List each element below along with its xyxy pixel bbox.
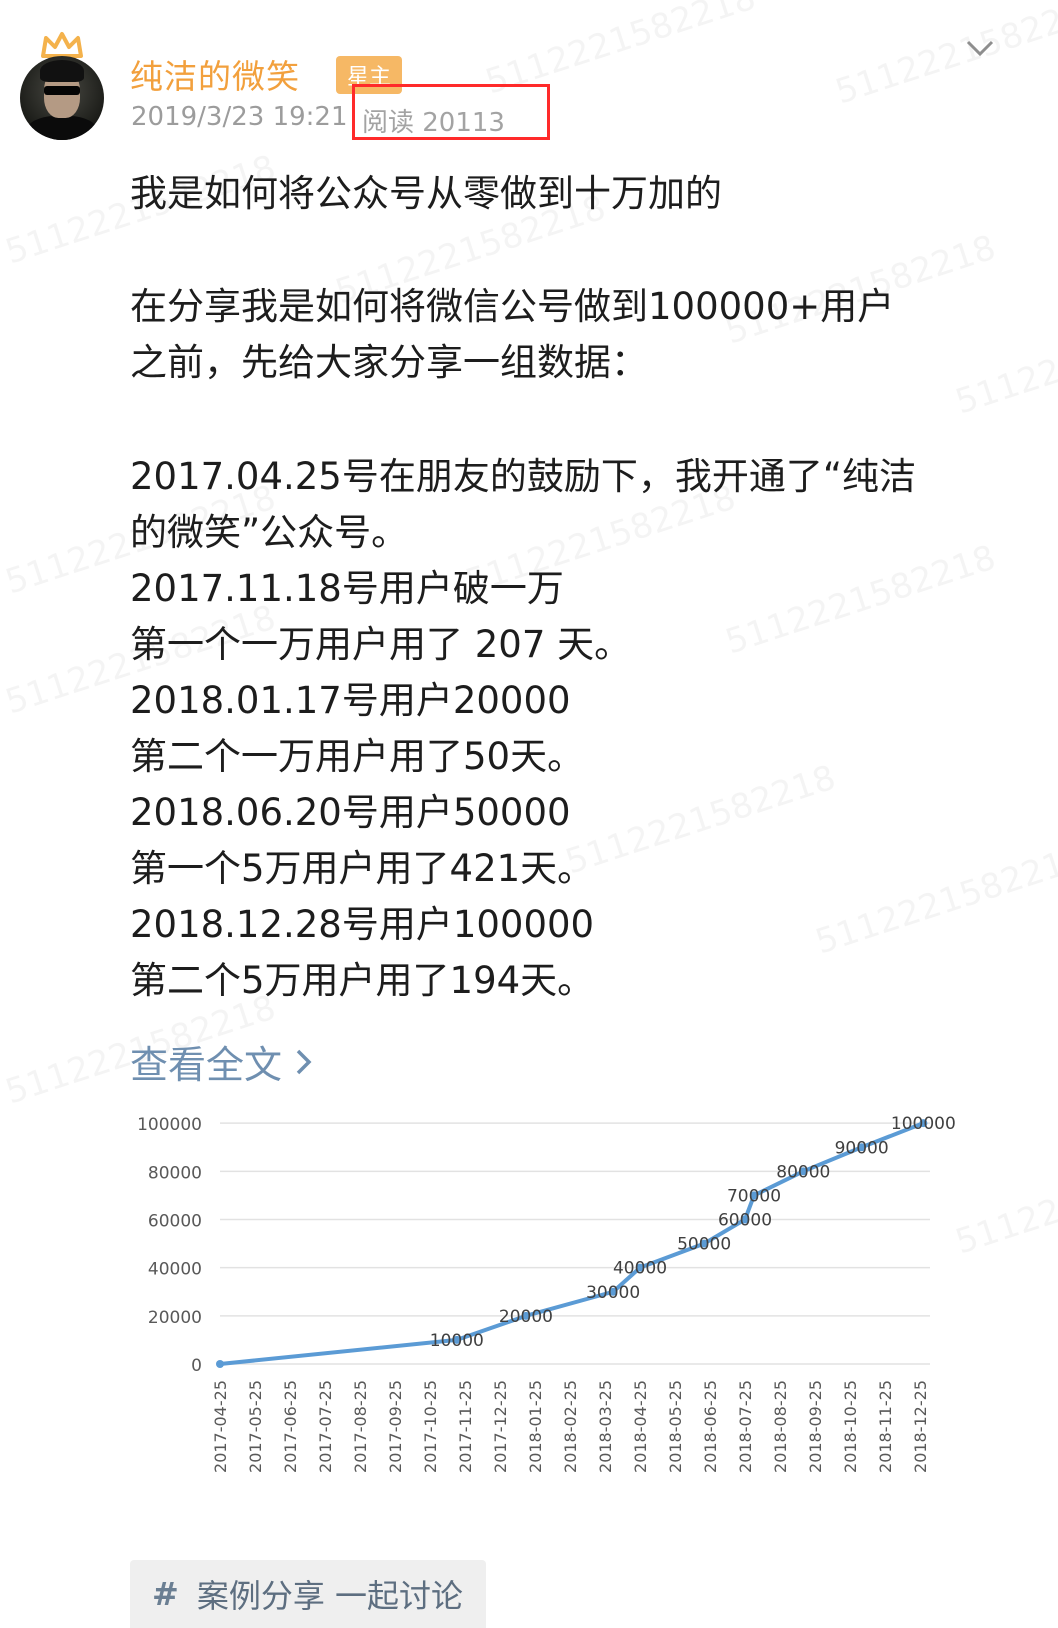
x-tick-label: 2017-04-25 [211, 1380, 230, 1473]
x-tick-label: 2017-05-25 [246, 1380, 265, 1473]
y-tick-label: 100000 [137, 1115, 202, 1135]
user-growth-chart[interactable]: 1200001000008000060000400002000002017-04… [130, 1067, 990, 1540]
body-line: 第一个5万用户用了421天。 [130, 847, 595, 890]
data-point [636, 1263, 644, 1272]
x-tick-label: 2017-08-25 [351, 1380, 370, 1473]
hash-icon: # [152, 1575, 179, 1613]
read-count-highlight-box [352, 84, 550, 140]
data-label: 20000 [499, 1307, 553, 1327]
body-line: 2017.11.18号用户破一万 [130, 567, 564, 610]
x-tick-label: 2018-08-25 [771, 1380, 790, 1473]
intro-line: 之前，先给大家分享一组数据： [130, 341, 648, 384]
data-label: 60000 [718, 1211, 772, 1231]
post-body: 我是如何将公众号从零做到十万加的 在分享我是如何将微信公号做到100000+用户… [130, 166, 990, 1009]
data-point [750, 1191, 759, 1200]
post-header: 纯洁的微笑 星主 2019/3/23 19:21 阅读 20113 [0, 0, 1058, 150]
body-line: 第二个一万用户用了50天。 [130, 735, 585, 778]
y-tick-label: 0 [191, 1356, 202, 1376]
topic-tag[interactable]: # 案例分享 一起讨论 [130, 1560, 486, 1628]
read-count: 阅读 20113 [362, 108, 505, 138]
data-point [799, 1167, 808, 1176]
x-tick-label: 2017-12-25 [491, 1380, 510, 1473]
x-tick-label: 2018-04-25 [631, 1380, 650, 1473]
data-label: 40000 [613, 1259, 667, 1279]
crown-icon [41, 32, 83, 58]
post-timestamp: 2019/3/23 19:21 [131, 102, 348, 132]
avatar[interactable] [20, 56, 104, 140]
body-line: 第二个5万用户用了194天。 [130, 959, 595, 1002]
read-more-link[interactable]: 查看全文 [130, 1034, 314, 1089]
post-title: 我是如何将公众号从零做到十万加的 [130, 172, 722, 215]
chevron-right-icon [296, 1049, 312, 1074]
data-label: 10000 [430, 1331, 484, 1351]
data-label: 50000 [677, 1235, 731, 1255]
x-tick-label: 2018-06-25 [701, 1380, 720, 1473]
data-label: 100000 [891, 1114, 956, 1134]
data-point [857, 1143, 866, 1152]
y-tick-label: 80000 [148, 1163, 202, 1183]
body-line: 的微笑”公众号。 [130, 511, 409, 554]
x-tick-label: 2018-05-25 [666, 1380, 685, 1473]
body-line: 第一个一万用户用了 207 天。 [130, 623, 632, 666]
x-tick-label: 2018-02-25 [561, 1380, 580, 1473]
data-point [700, 1239, 709, 1248]
intro-paragraph: 在分享我是如何将微信公号做到100000+用户 之前，先给大家分享一组数据： [130, 279, 990, 391]
data-label: 30000 [586, 1283, 640, 1303]
data-point [609, 1287, 618, 1296]
data-point [216, 1360, 224, 1368]
x-tick-label: 2018-03-25 [596, 1380, 615, 1473]
x-tick-label: 2017-09-25 [386, 1380, 405, 1473]
data-label: 90000 [835, 1138, 889, 1158]
line-chart: 1200001000008000060000400002000002017-04… [137, 1067, 956, 1473]
read-more-label: 查看全文 [130, 1043, 283, 1087]
x-tick-label: 2018-07-25 [736, 1380, 755, 1473]
author-name[interactable]: 纯洁的微笑 [130, 57, 300, 96]
x-tick-label: 2018-09-25 [806, 1380, 825, 1473]
role-badge: 星主 [336, 56, 402, 94]
data-point [919, 1119, 928, 1128]
y-tick-label: 20000 [148, 1308, 202, 1328]
x-tick-label: 2018-12-25 [911, 1380, 930, 1473]
y-tick-label: 60000 [148, 1212, 202, 1232]
data-point [521, 1311, 530, 1320]
y-tick-label: 40000 [148, 1260, 202, 1280]
body-line: 2018.12.28号用户100000 [130, 903, 595, 946]
data-point [741, 1215, 749, 1224]
body-line: 2018.01.17号用户20000 [130, 679, 571, 722]
x-tick-label: 2018-10-25 [841, 1380, 860, 1473]
data-paragraph: 2017.04.25号在朋友的鼓励下，我开通了“纯洁 的微笑”公众号。 2017… [130, 449, 990, 1009]
x-tick-label: 2017-07-25 [316, 1380, 335, 1473]
x-tick-label: 2018-01-25 [526, 1380, 545, 1473]
data-point [452, 1335, 461, 1344]
author-avatar-group[interactable] [20, 30, 104, 140]
body-line: 2018.06.20号用户50000 [130, 791, 571, 834]
data-label: 70000 [727, 1186, 781, 1206]
x-tick-label: 2017-10-25 [421, 1380, 440, 1473]
body-line: 2017.04.25号在朋友的鼓励下，我开通了“纯洁 [130, 455, 917, 498]
topic-label: 案例分享 一起讨论 [196, 1577, 463, 1615]
x-tick-label: 2017-11-25 [456, 1380, 475, 1473]
data-label: 80000 [776, 1162, 830, 1182]
chevron-down-icon[interactable] [966, 38, 994, 60]
intro-line: 在分享我是如何将微信公号做到100000+用户 [130, 285, 895, 328]
series-line [218, 1121, 926, 1366]
x-tick-label: 2018-11-25 [876, 1380, 895, 1473]
x-tick-label: 2017-06-25 [281, 1380, 300, 1473]
